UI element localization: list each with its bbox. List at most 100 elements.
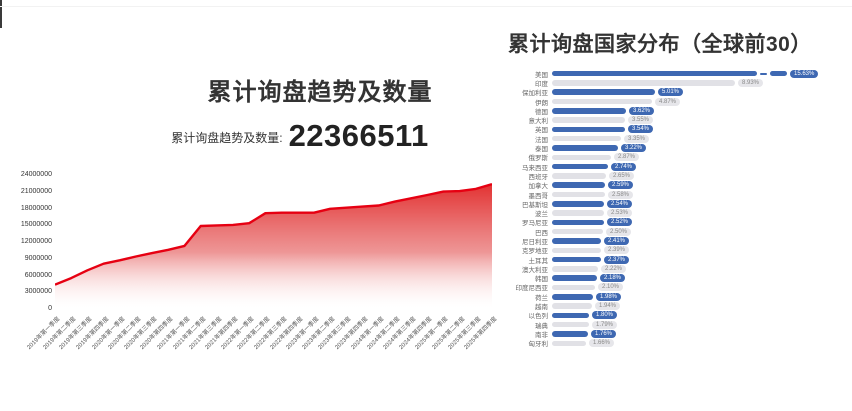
country-bar xyxy=(552,331,588,337)
percentage-badge: 3.35% xyxy=(624,134,650,143)
country-bar-row[interactable]: 法国 3.35% xyxy=(508,134,852,144)
country-bar-row[interactable]: 波兰 2.53% xyxy=(508,208,852,219)
country-label: 韩国 xyxy=(535,276,548,284)
country-bar xyxy=(552,303,592,309)
bar-segment xyxy=(552,284,595,291)
percentage-badge: 3.62% xyxy=(629,106,655,115)
bar-segment xyxy=(552,108,626,114)
y-tick-label: 15000000 xyxy=(20,221,52,229)
country-bar xyxy=(552,266,598,272)
country-bar-row[interactable]: 德国 3.62% xyxy=(508,106,852,116)
country-bar-row[interactable]: 泰国 3.22% xyxy=(508,143,852,153)
trend-panel: 累计询盘趋势及数量 累计询盘趋势及数量: 22366511 24000000 210… xyxy=(20,79,499,351)
country-label: 巴西 xyxy=(535,229,548,237)
percentage-badge: 2.53% xyxy=(607,209,633,218)
country-bar-row[interactable]: 瑞典 1.79% xyxy=(508,320,852,330)
country-bar-row[interactable]: 西班牙 2.65% xyxy=(508,171,852,181)
country-label: 印度 xyxy=(535,80,548,88)
axis-break-dash xyxy=(760,72,767,75)
country-bar-row[interactable]: 伊朗 4.87% xyxy=(508,97,852,107)
country-bar xyxy=(552,256,601,263)
country-bar-row[interactable]: 墨西哥 2.58% xyxy=(508,190,852,200)
percentage-badge: 1.66% xyxy=(589,339,615,348)
bar-segment xyxy=(552,228,603,235)
country-label: 巴基斯坦 xyxy=(522,201,548,209)
y-tick-label: 0 xyxy=(48,305,52,312)
bar-segment xyxy=(552,247,601,254)
country-label: 马来西亚 xyxy=(522,164,548,172)
country-bar-row[interactable]: 印度尼西亚 2.10% xyxy=(508,283,852,292)
country-bar-row[interactable]: 意大利 3.55% xyxy=(508,115,852,126)
country-bar-row[interactable]: 以色列 1.80% xyxy=(508,311,852,320)
window-edge-artifact xyxy=(0,0,2,28)
country-label: 荷兰 xyxy=(535,294,548,302)
country-bar xyxy=(552,163,608,170)
trend-plot-area[interactable] xyxy=(54,175,493,308)
country-bar-row[interactable]: 澳大利亚 2.22% xyxy=(508,264,852,274)
y-tick-label: 18000000 xyxy=(20,204,52,212)
country-bar-row[interactable]: 罗马尼亚 2.52% xyxy=(508,218,852,227)
country-label: 以色列 xyxy=(528,313,549,321)
country-label: 澳大利亚 xyxy=(522,266,548,274)
country-label: 尼日利亚 xyxy=(522,239,548,246)
country-label: 南非 xyxy=(535,331,548,339)
percentage-badge: 1.80% xyxy=(592,311,618,320)
percentage-badge: 5.01% xyxy=(658,88,684,97)
country-bar xyxy=(552,108,626,114)
country-bar-row[interactable]: 加拿大 2.59% xyxy=(508,181,852,190)
country-label: 意大利 xyxy=(528,118,549,126)
percentage-badge: 1.79% xyxy=(592,320,618,329)
bar-segment xyxy=(770,70,787,77)
country-bar-row[interactable]: 尼日利亚 2.41% xyxy=(508,236,852,246)
country-bar-row[interactable]: 美国 15.63% xyxy=(508,69,852,79)
bar-segment xyxy=(552,294,593,300)
trend-area-chart xyxy=(54,182,493,308)
bar-segment xyxy=(552,70,757,77)
percentage-badge: 2.37% xyxy=(604,255,630,264)
country-label: 德国 xyxy=(535,108,548,116)
bar-segment xyxy=(552,303,592,309)
country-bar xyxy=(552,275,597,281)
country-bar-row[interactable]: 匈牙利 1.66% xyxy=(508,339,852,348)
country-bar-row[interactable]: 韩国 2.18% xyxy=(508,274,852,283)
country-label: 法国 xyxy=(535,136,548,144)
bar-segment xyxy=(552,340,586,346)
bar-segment xyxy=(552,275,597,281)
country-bar-row[interactable]: 英国 3.54% xyxy=(508,125,852,134)
country-bar-row[interactable]: 克罗地亚 2.39% xyxy=(508,246,852,255)
country-label: 印度尼西亚 xyxy=(515,285,549,293)
bar-segment xyxy=(552,89,655,95)
country-bar-row[interactable]: 巴西 2.50% xyxy=(508,227,852,237)
percentage-badge: 2.54% xyxy=(607,199,633,208)
country-bar xyxy=(552,210,604,216)
percentage-badge: 3.22% xyxy=(621,144,647,153)
percentage-badge: 1.76% xyxy=(591,329,617,338)
country-bar xyxy=(552,191,605,198)
bar-segment xyxy=(552,145,618,151)
country-bar xyxy=(552,294,593,300)
country-bar-row[interactable]: 越南 1.94% xyxy=(508,301,852,311)
bar-segment xyxy=(552,163,608,170)
percentage-badge: 3.55% xyxy=(628,116,654,125)
bar-segment xyxy=(552,191,605,198)
percentage-badge: 8.93% xyxy=(738,78,764,87)
bar-segment xyxy=(552,266,598,272)
country-bar-row[interactable]: 南非 1.76% xyxy=(508,329,852,339)
trend-stat-label: 累计询盘趋势及数量: xyxy=(171,131,283,145)
country-panel: 累计询盘国家分布（全球前30） 美国 15.63% 印度 8.93% 保加利亚 5.01%… xyxy=(508,0,852,411)
country-label: 波兰 xyxy=(535,211,548,219)
country-bar-row[interactable]: 土耳其 2.37% xyxy=(508,255,852,265)
bar-segment xyxy=(552,256,601,263)
percentage-badge: 2.39% xyxy=(604,246,630,255)
country-bar-row[interactable]: 荷兰 1.98% xyxy=(508,292,852,302)
country-bar-row[interactable]: 马来西亚 2.74% xyxy=(508,162,852,172)
bar-segment xyxy=(552,210,604,216)
country-bar-row[interactable]: 印度 8.93% xyxy=(508,78,852,88)
country-bar-row[interactable]: 保加利亚 5.01% xyxy=(508,88,852,97)
country-bar-row[interactable]: 俄罗斯 2.87% xyxy=(508,153,852,162)
country-label: 伊朗 xyxy=(535,99,548,107)
bar-segment xyxy=(552,201,604,207)
country-bar xyxy=(552,117,625,123)
country-bar-row[interactable]: 巴基斯坦 2.54% xyxy=(508,199,852,209)
country-bar xyxy=(552,219,604,226)
